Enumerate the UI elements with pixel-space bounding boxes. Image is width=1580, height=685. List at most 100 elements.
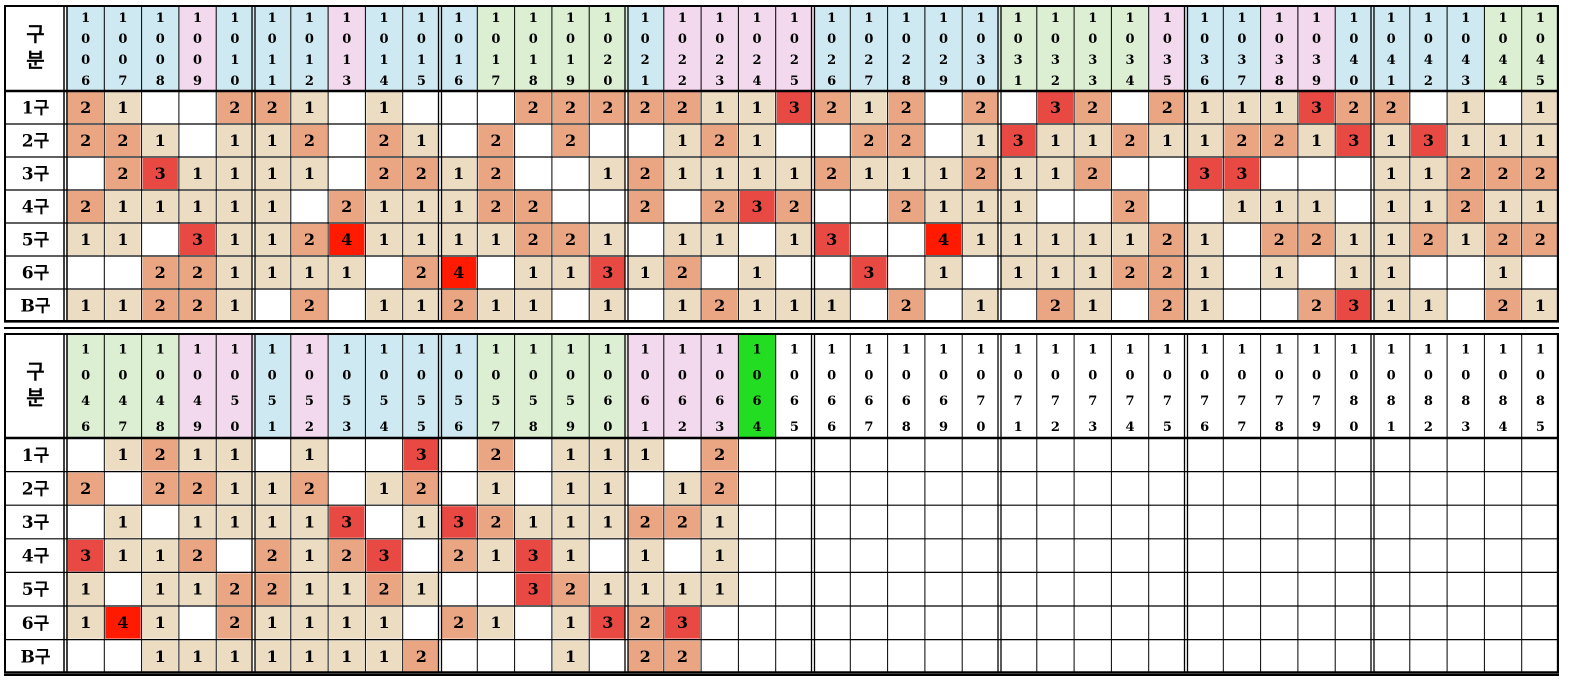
column-header-digit: 4 — [753, 420, 762, 435]
cell: 1 — [105, 191, 141, 222]
row-label-2구: 2구 — [22, 479, 50, 499]
cell: 1 — [441, 191, 477, 222]
column-header-1034: 1 0 3 4 — [1111, 7, 1149, 91]
cell-value: 2 — [490, 164, 501, 183]
column-header-digit: 7 — [1237, 420, 1246, 435]
cell-value: 1 — [602, 230, 613, 249]
cell: 1 — [590, 290, 626, 321]
cell: 1 — [590, 224, 626, 255]
cell-value: 3 — [1013, 131, 1024, 150]
cell: 1 — [329, 640, 365, 673]
cell: 1 — [627, 573, 663, 605]
cell: 1 — [366, 607, 402, 639]
cell-value: 1 — [229, 164, 240, 183]
column-header-digit: 5 — [305, 394, 314, 409]
cell: 1 — [291, 257, 328, 288]
column-header-digit: 0 — [230, 32, 239, 47]
cell: 2 — [291, 125, 328, 156]
cell: 1 — [291, 92, 328, 123]
column-header-digit: 1 — [1237, 343, 1246, 358]
cell-value: 2 — [602, 98, 613, 117]
cell-value: 2 — [1274, 131, 1285, 150]
cell: 1 — [776, 224, 812, 255]
cell-value: 3 — [341, 512, 352, 531]
cell-value: 1 — [267, 479, 278, 498]
cell: 1 — [1448, 125, 1484, 156]
cell-value: 2 — [155, 479, 166, 498]
cell-value: 1 — [1199, 131, 1210, 150]
cell: 2 — [68, 125, 104, 156]
column-header-digit: 8 — [1536, 394, 1545, 409]
cell-value: 1 — [117, 230, 128, 249]
cell: 1 — [403, 125, 439, 156]
column-header-digit: 1 — [1424, 11, 1433, 26]
cell: 1 — [664, 290, 701, 321]
column-header-digit: 1 — [1312, 343, 1321, 358]
cell: 2 — [702, 290, 738, 321]
cell-value: 3 — [192, 230, 203, 249]
column-header-digit: 0 — [1536, 32, 1545, 47]
column-header-digit: 0 — [1200, 32, 1209, 47]
column-header-digit: 6 — [454, 74, 463, 89]
cell: 1 — [329, 573, 365, 605]
column-header-1063: 1 0 6 3 — [701, 335, 739, 438]
column-header-digit: 2 — [678, 53, 687, 68]
column-header-digit: 1 — [1461, 11, 1470, 26]
column-header-digit: 1 — [1461, 343, 1470, 358]
row-label-1구: 1구 — [22, 98, 50, 118]
cell: 1 — [851, 92, 887, 123]
cell: 1 — [217, 439, 253, 471]
cell: 2 — [776, 191, 812, 222]
column-header-1075: 1 0 7 5 — [1148, 335, 1186, 438]
cell-value: 3 — [1348, 296, 1359, 315]
cell: 3 — [739, 191, 775, 222]
column-header-digit: 1 — [118, 11, 127, 26]
column-header-1018: 1 0 1 8 — [514, 7, 552, 91]
cell-value: 3 — [863, 263, 874, 282]
cell: 1 — [552, 607, 589, 639]
cell: 1 — [702, 506, 738, 538]
cell: 1 — [217, 506, 253, 538]
column-header-digit: 0 — [864, 368, 873, 383]
cell: 1 — [403, 290, 439, 321]
cell-value: 1 — [117, 296, 128, 315]
cell: 1 — [925, 257, 962, 288]
cell: 1 — [217, 257, 253, 288]
cell: 1 — [291, 506, 328, 538]
column-header-digit: 5 — [230, 394, 239, 409]
cell: 1 — [1448, 224, 1484, 255]
cell: 1 — [291, 607, 328, 639]
column-header-digit: 0 — [118, 32, 127, 47]
column-header-digit: 1 — [380, 53, 389, 68]
cell: 1 — [441, 224, 477, 255]
cell: 1 — [552, 506, 589, 538]
column-header-digit: 0 — [1014, 368, 1023, 383]
cell-value: 2 — [1087, 164, 1098, 183]
column-header-digit: 1 — [1088, 11, 1097, 26]
cell: 2 — [888, 191, 924, 222]
column-header-digit: 7 — [1088, 394, 1097, 409]
column-header-1019: 1 0 1 9 — [551, 7, 590, 91]
cell-value: 1 — [229, 131, 240, 150]
cell: 1 — [105, 439, 141, 471]
column-header-digit: 9 — [193, 420, 202, 435]
cell-value: 2 — [416, 479, 427, 498]
column-header-digit: 1 — [491, 53, 500, 68]
cell-value: 1 — [267, 131, 278, 150]
column-header-1007: 1 0 0 7 — [104, 7, 142, 91]
row-label-6구: 6구 — [22, 263, 50, 283]
cell-value: 3 — [602, 613, 613, 632]
cell: 2 — [851, 125, 887, 156]
column-header-1038: 1 0 3 8 — [1260, 7, 1298, 91]
cell: 1 — [179, 506, 216, 538]
column-header-digit: 0 — [342, 32, 351, 47]
column-header-digit: 0 — [491, 32, 500, 47]
column-header-digit: 1 — [864, 11, 873, 26]
cell: 1 — [1485, 125, 1521, 156]
cell-value: 1 — [229, 296, 240, 315]
cell: 2 — [366, 158, 402, 189]
cell: 2 — [291, 290, 328, 321]
cell: 2 — [403, 472, 439, 505]
cell-value: 2 — [80, 479, 91, 498]
cell-value: 1 — [975, 131, 986, 150]
